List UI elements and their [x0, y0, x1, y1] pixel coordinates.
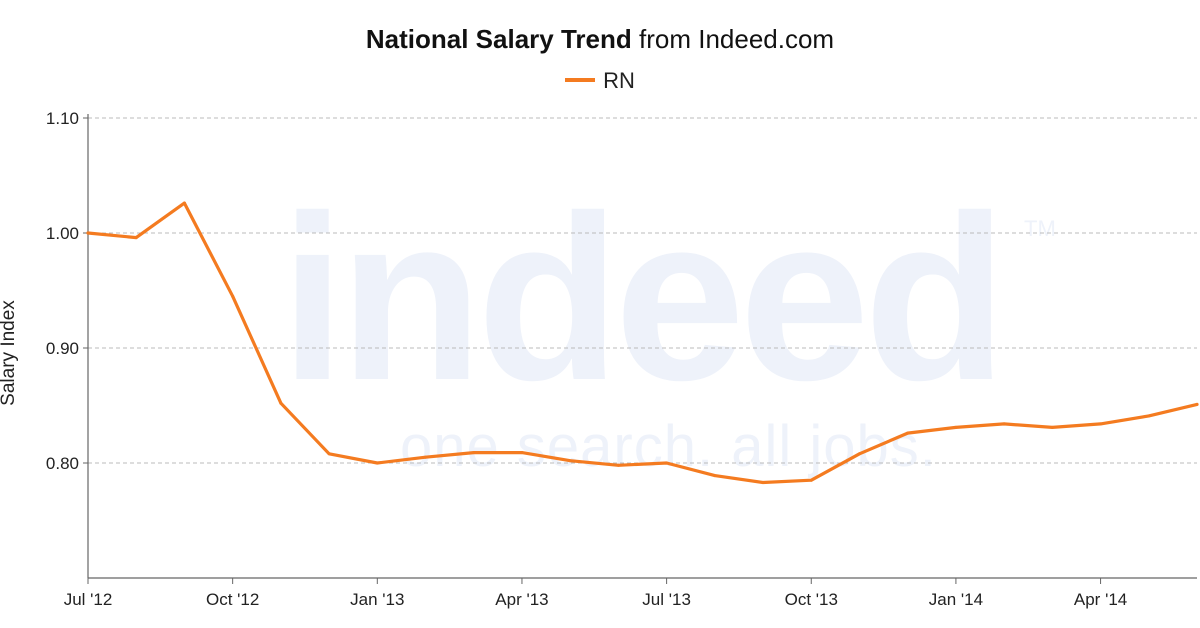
data-point [327, 452, 331, 456]
data-point [616, 463, 620, 467]
chart-title-source: from Indeed.com [639, 24, 835, 54]
y-axis-title: Salary Index [0, 300, 19, 406]
data-point [1099, 422, 1103, 426]
data-point [279, 401, 283, 405]
x-tick-label: Oct '12 [206, 590, 259, 609]
data-point [375, 461, 379, 465]
data-point [231, 294, 235, 298]
data-point [665, 461, 669, 465]
x-tick-label: Apr '13 [495, 590, 548, 609]
data-point [568, 459, 572, 463]
data-point [906, 431, 910, 435]
x-tick-label: Oct '13 [785, 590, 838, 609]
y-tick-label: 1.00 [46, 224, 79, 243]
data-point [954, 425, 958, 429]
series-line-rn [86, 201, 1199, 485]
y-tick-label: 0.80 [46, 454, 79, 473]
data-point [1147, 414, 1151, 418]
data-point [761, 481, 765, 485]
x-tick-label: Apr '14 [1074, 590, 1127, 609]
x-tick-label: Jan '14 [929, 590, 983, 609]
data-point [809, 478, 813, 482]
data-point [86, 231, 90, 235]
y-tick-label: 0.90 [46, 339, 79, 358]
data-point [857, 452, 861, 456]
data-point [134, 236, 138, 240]
legend-label: RN [603, 68, 635, 93]
data-point [1195, 402, 1199, 406]
data-point [1050, 425, 1054, 429]
data-point [182, 201, 186, 205]
data-point [520, 451, 524, 455]
legend-swatch [565, 78, 596, 83]
chart-title: National Salary Trend from Indeed.com [0, 24, 1200, 55]
data-point [424, 455, 428, 459]
data-point [472, 451, 476, 455]
data-point [713, 474, 717, 478]
data-point [1002, 422, 1006, 426]
chart-legend: RN [0, 68, 1200, 94]
chart-title-bold: National Salary Trend [365, 24, 632, 54]
y-tick-label: 1.10 [46, 109, 79, 128]
x-tick-label: Jul '12 [64, 590, 113, 609]
x-tick-label: Jul '13 [642, 590, 691, 609]
x-tick-label: Jan '13 [350, 590, 404, 609]
